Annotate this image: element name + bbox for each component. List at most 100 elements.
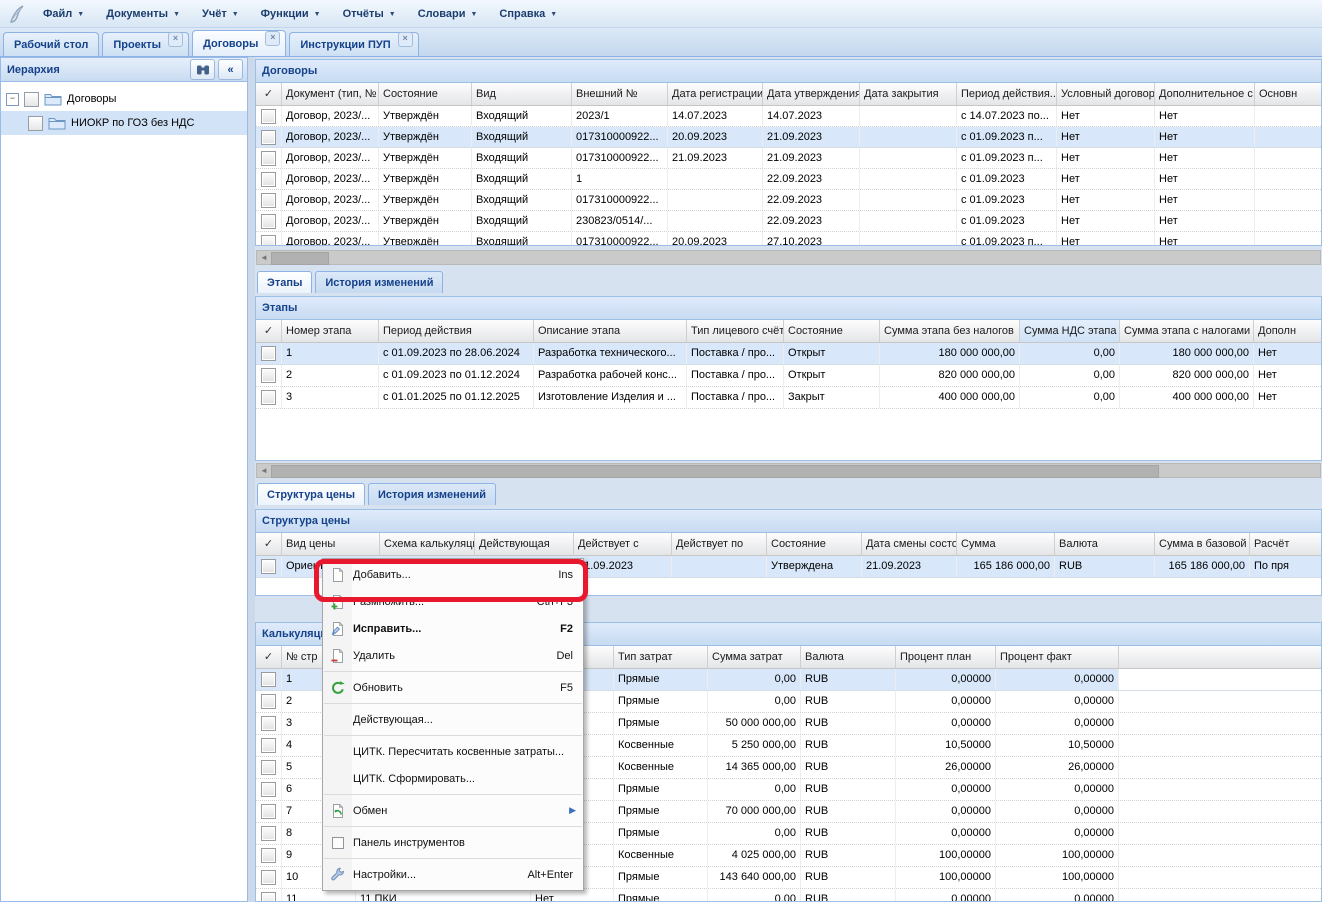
- search-button[interactable]: [190, 59, 215, 80]
- row-checkbox[interactable]: [261, 870, 276, 885]
- table-row[interactable]: 11 11 ПКИ Нет Прямые 0,00 RUB 0,00000 0,00000: [256, 889, 1321, 901]
- row-checkbox[interactable]: [261, 892, 276, 901]
- column-header[interactable]: Основн: [1255, 83, 1321, 105]
- row-checkbox[interactable]: [261, 390, 276, 405]
- column-header[interactable]: Схема калькуляци: [380, 533, 475, 555]
- row-checkbox[interactable]: [261, 108, 276, 124]
- scrollbar-thumb[interactable]: [271, 465, 1159, 478]
- column-header[interactable]: ✓: [256, 533, 282, 555]
- column-header[interactable]: Расчёт: [1250, 533, 1321, 555]
- row-checkbox-cell[interactable]: [256, 556, 282, 577]
- column-header[interactable]: Состояние: [767, 533, 862, 555]
- row-checkbox[interactable]: [261, 716, 276, 731]
- context-menu-item[interactable]: Размножить... Ctrl+F3: [323, 588, 583, 615]
- column-header[interactable]: Дата регистрации.: [668, 83, 763, 105]
- column-header[interactable]: Тип затрат: [614, 646, 708, 668]
- subtab[interactable]: История изменений: [315, 271, 444, 293]
- column-header[interactable]: Сумма затрат: [708, 646, 801, 668]
- row-checkbox-cell[interactable]: [256, 823, 282, 844]
- column-header[interactable]: Тип лицевого счёт: [687, 320, 784, 342]
- row-checkbox-cell[interactable]: [256, 169, 282, 189]
- tree-checkbox[interactable]: [24, 91, 39, 107]
- row-checkbox-cell[interactable]: [256, 148, 282, 168]
- subtab[interactable]: Этапы: [257, 271, 313, 293]
- row-checkbox-cell[interactable]: [256, 691, 282, 712]
- menubar-item[interactable]: Словари ▼: [407, 5, 489, 23]
- tab-инструкции-пуп[interactable]: Инструкции ПУП ×: [289, 32, 419, 56]
- column-header[interactable]: ✓: [256, 83, 282, 105]
- scroll-left-icon[interactable]: ◄: [260, 253, 268, 262]
- column-header[interactable]: Дополн: [1254, 320, 1321, 342]
- row-checkbox[interactable]: [261, 738, 276, 753]
- menubar-item[interactable]: Документы ▼: [95, 5, 191, 23]
- row-checkbox[interactable]: [261, 782, 276, 797]
- context-menu-item[interactable]: Обмен ▶: [323, 797, 583, 824]
- column-header[interactable]: [1119, 646, 1321, 668]
- tree-node[interactable]: − Договоры: [1, 87, 247, 111]
- row-checkbox-cell[interactable]: [256, 669, 282, 690]
- column-header[interactable]: Дата закрытия: [860, 83, 957, 105]
- stages-h-scrollbar[interactable]: ◄: [256, 463, 1321, 478]
- column-header[interactable]: Документ (тип, №: [282, 83, 379, 105]
- table-row[interactable]: Договор, 2023/... Утверждён Входящий 017310…: [256, 127, 1321, 148]
- tab-рабочий-стол[interactable]: Рабочий стол: [3, 32, 100, 56]
- column-header[interactable]: Валюта: [1055, 533, 1155, 555]
- subtab[interactable]: История изменений: [367, 483, 497, 505]
- row-checkbox-cell[interactable]: [256, 735, 282, 756]
- context-menu-item[interactable]: ЦИТК. Сформировать...: [323, 765, 583, 792]
- column-header[interactable]: Условный договор: [1057, 83, 1155, 105]
- menubar-item[interactable]: Справка ▼: [488, 5, 568, 23]
- tab-договоры[interactable]: Договоры ×: [192, 30, 287, 56]
- row-checkbox-cell[interactable]: [256, 387, 282, 408]
- table-row[interactable]: Договор, 2023/... Утверждён Входящий 017310…: [256, 232, 1321, 245]
- row-checkbox[interactable]: [261, 694, 276, 709]
- column-header[interactable]: Период действия: [379, 320, 534, 342]
- row-checkbox-cell[interactable]: [256, 232, 282, 245]
- column-header[interactable]: Период действия..: [957, 83, 1057, 105]
- table-row[interactable]: Договор, 2023/... Утверждён Входящий 017310…: [256, 148, 1321, 169]
- panel-splitter[interactable]: [248, 57, 255, 902]
- collapse-panel-button[interactable]: «: [218, 59, 243, 80]
- column-header[interactable]: Сумма в базовой в: [1155, 533, 1250, 555]
- tab-проекты[interactable]: Проекты ×: [102, 32, 190, 56]
- row-checkbox-cell[interactable]: [256, 343, 282, 364]
- row-checkbox[interactable]: [261, 213, 276, 229]
- context-menu-item[interactable]: Обновить F5: [323, 674, 583, 701]
- column-header[interactable]: Сумма этапа без налогов: [880, 320, 1020, 342]
- row-checkbox[interactable]: [261, 760, 276, 775]
- row-checkbox-cell[interactable]: [256, 211, 282, 231]
- row-checkbox[interactable]: [261, 672, 276, 687]
- contracts-h-scrollbar[interactable]: ◄: [256, 250, 1321, 265]
- row-checkbox[interactable]: [261, 804, 276, 819]
- column-header[interactable]: Дата смены состо: [862, 533, 957, 555]
- column-header[interactable]: Дополнительное с: [1155, 83, 1255, 105]
- column-header[interactable]: ✓: [256, 320, 282, 342]
- row-checkbox[interactable]: [261, 559, 276, 574]
- row-checkbox[interactable]: [261, 192, 276, 208]
- row-checkbox-cell[interactable]: [256, 106, 282, 126]
- column-header[interactable]: [531, 646, 614, 668]
- menubar-item[interactable]: Отчёты ▼: [332, 5, 407, 23]
- column-header[interactable]: Вид цены: [282, 533, 380, 555]
- row-checkbox[interactable]: [261, 368, 276, 383]
- row-checkbox[interactable]: [261, 150, 276, 166]
- column-header[interactable]: Действует с: [574, 533, 672, 555]
- column-header[interactable]: Валюта: [801, 646, 896, 668]
- context-menu-item[interactable]: Исправить... F2: [323, 615, 583, 642]
- row-checkbox-cell[interactable]: [256, 779, 282, 800]
- column-header[interactable]: Внешний №: [572, 83, 668, 105]
- row-checkbox-cell[interactable]: [256, 889, 282, 901]
- column-header[interactable]: Дата утверждения: [763, 83, 860, 105]
- context-menu-item[interactable]: Настройки... Alt+Enter: [323, 861, 583, 888]
- row-checkbox-cell[interactable]: [256, 845, 282, 866]
- row-checkbox-cell[interactable]: [256, 127, 282, 147]
- column-header[interactable]: Описание этапа: [534, 320, 687, 342]
- column-header[interactable]: Сумма НДС этапа: [1020, 320, 1120, 342]
- table-row[interactable]: Договор, 2023/... Утверждён Входящий 2023/1…: [256, 106, 1321, 127]
- tree-checkbox[interactable]: [28, 115, 43, 131]
- scrollbar-thumb[interactable]: [271, 252, 329, 265]
- tree-expander-icon[interactable]: −: [6, 92, 19, 106]
- row-checkbox[interactable]: [261, 848, 276, 863]
